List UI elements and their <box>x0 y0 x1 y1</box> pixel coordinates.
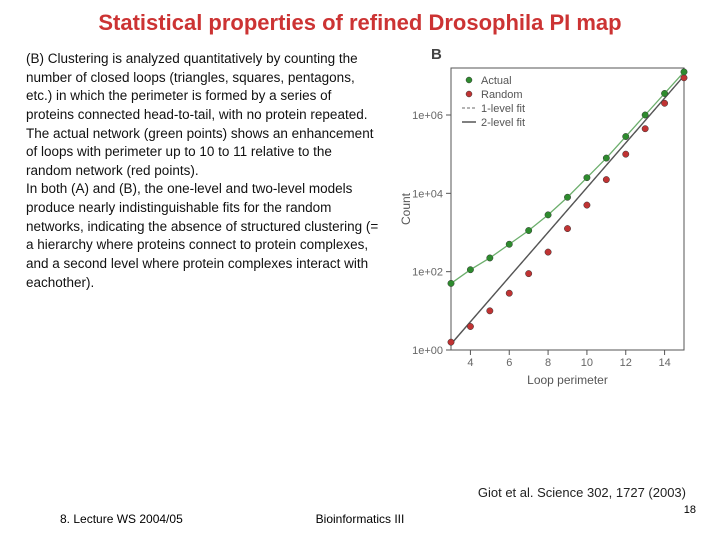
svg-text:14: 14 <box>658 357 670 369</box>
svg-text:4: 4 <box>467 357 473 369</box>
citation: Giot et al. Science 302, 1727 (2003) <box>478 485 686 500</box>
svg-text:1-level fit: 1-level fit <box>481 103 525 115</box>
svg-text:Count: Count <box>399 192 413 225</box>
svg-text:1e+00: 1e+00 <box>412 345 443 357</box>
panel-label: B <box>431 46 442 63</box>
svg-text:1e+06: 1e+06 <box>412 110 443 122</box>
content-row: (B) Clustering is analyzed quantitativel… <box>0 50 720 390</box>
chart-column: B 4681012141e+001e+021e+041e+06Loop peri… <box>389 50 702 390</box>
svg-text:Actual: Actual <box>481 75 512 87</box>
svg-text:10: 10 <box>580 357 592 369</box>
svg-text:8: 8 <box>545 357 551 369</box>
page-title: Statistical properties of refined Drosop… <box>0 0 720 50</box>
svg-text:1e+04: 1e+04 <box>412 188 443 200</box>
svg-text:12: 12 <box>619 357 631 369</box>
footer-center: Bioinformatics III <box>316 512 405 526</box>
body-text: (B) Clustering is analyzed quantitativel… <box>26 50 381 390</box>
svg-text:6: 6 <box>506 357 512 369</box>
svg-text:2-level fit: 2-level fit <box>481 117 525 129</box>
footer-left: 8. Lecture WS 2004/05 <box>60 512 183 526</box>
svg-text:1e+02: 1e+02 <box>412 267 443 279</box>
svg-text:Random: Random <box>481 89 523 101</box>
svg-text:Loop perimeter: Loop perimeter <box>527 373 608 387</box>
loop-count-chart: 4 6 8 10 12 14 1e+00 1e+02 1e+04 1e+06 Loop perime… <box>396 50 696 390</box>
page-number: 18 <box>684 504 696 516</box>
